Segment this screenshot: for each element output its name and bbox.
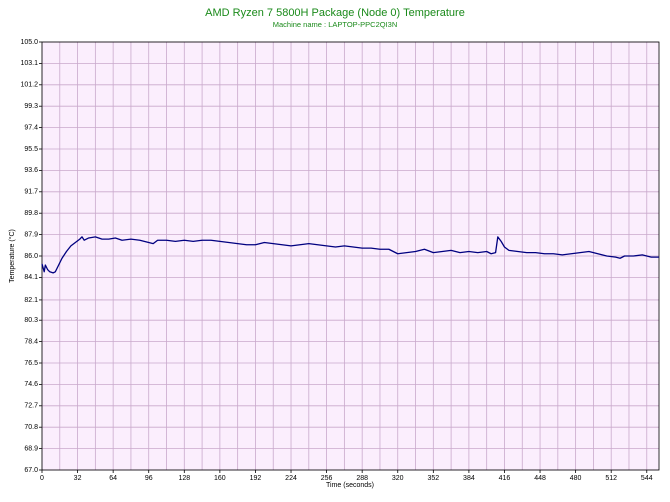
x-tick-label: 544: [641, 475, 653, 482]
x-tick-label: 480: [570, 475, 582, 482]
y-tick-label: 76.5: [24, 360, 38, 367]
temperature-line: [41, 236, 659, 274]
y-tick-label: 103.1: [20, 60, 38, 67]
y-tick-label: 74.6: [24, 381, 38, 388]
x-tick-label: 128: [178, 475, 190, 482]
x-tick-label: 352: [427, 475, 439, 482]
y-tick-label: 101.2: [20, 82, 38, 89]
y-tick-label: 93.6: [24, 167, 38, 174]
y-tick-label: 87.9: [24, 231, 38, 238]
y-tick-label: 91.7: [24, 189, 38, 196]
x-tick-label: 320: [392, 475, 404, 482]
y-tick-label: 80.3: [24, 317, 38, 324]
y-tick-label: 97.4: [24, 124, 38, 131]
y-tick-label: 82.1: [24, 297, 38, 304]
x-tick-label: 96: [145, 475, 153, 482]
y-tick-label: 70.8: [24, 424, 38, 431]
y-tick-label: 86.0: [24, 253, 38, 260]
x-tick-label: 416: [499, 475, 511, 482]
y-axis-label: Temperature (°C): [8, 229, 16, 283]
x-tick-label: 256: [321, 475, 333, 482]
plot-border: [41, 41, 660, 471]
x-tick-label: 64: [109, 475, 117, 482]
x-tick-label: 192: [250, 475, 262, 482]
x-tick-label: 512: [605, 475, 617, 482]
x-tick-label: 0: [40, 475, 44, 482]
y-tick-label: 72.7: [24, 403, 38, 410]
x-tick-label: 224: [285, 475, 297, 482]
y-tick-label: 99.3: [24, 103, 38, 110]
x-tick-label: 288: [356, 475, 368, 482]
y-tick-label: 95.5: [24, 146, 38, 153]
x-tick-label: 448: [534, 475, 546, 482]
y-tick-label: 67.0: [24, 467, 38, 474]
chart-title: AMD Ryzen 7 5800H Package (Node 0) Tempe…: [205, 7, 465, 19]
y-tick-label: 105.0: [20, 39, 38, 46]
y-tick-label: 84.1: [24, 274, 38, 281]
chart-subtitle: Machine name : LAPTOP-PPC2QI3N: [273, 20, 398, 29]
x-tick-label: 32: [74, 475, 82, 482]
y-tick-label: 78.4: [24, 338, 38, 345]
x-tick-label: 384: [463, 475, 475, 482]
y-tick-label: 68.9: [24, 445, 38, 452]
y-tick-label: 89.8: [24, 210, 38, 217]
x-axis-label: Time (seconds): [326, 482, 374, 489]
x-tick-label: 160: [214, 475, 226, 482]
